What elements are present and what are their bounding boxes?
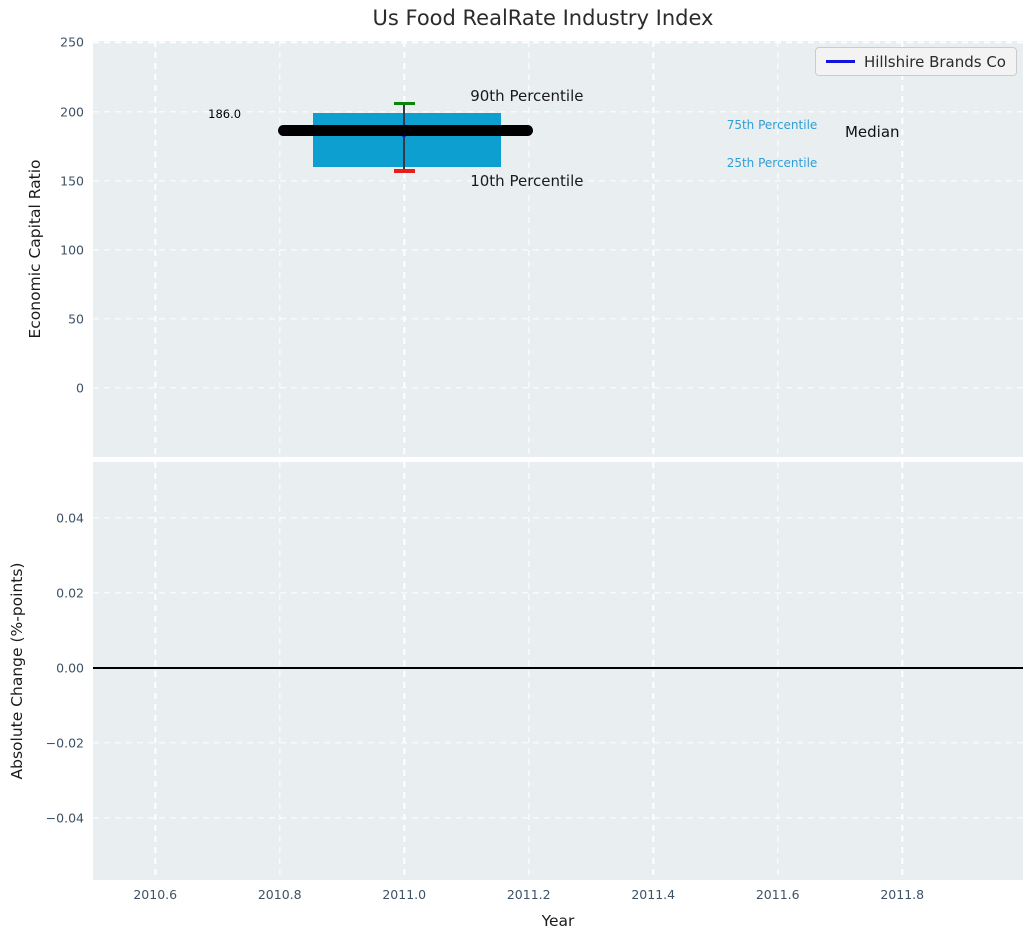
x-tick-label: 2011.6 (755, 887, 800, 902)
x-tick-label: 2010.6 (133, 887, 178, 902)
y-gridline (93, 742, 1023, 744)
top-y-axis-label: Economic Capital Ratio (26, 159, 44, 339)
y-tick-label: 100 (60, 242, 84, 258)
legend: Hillshire Brands Co (814, 47, 1017, 76)
annotation: 90th Percentile (470, 87, 584, 106)
x-gridline (279, 462, 281, 880)
x-gridline (528, 462, 530, 880)
y-gridline (93, 387, 1023, 389)
annotation: 10th Percentile (470, 171, 584, 190)
y-tick-label: 0.00 (56, 660, 84, 676)
x-tick-label: 2011.0 (382, 887, 427, 902)
p90-cap (393, 101, 415, 105)
y-gridline (93, 110, 1023, 113)
zero-line (93, 667, 1023, 669)
x-gridline (279, 41, 281, 457)
y-tick-label: 200 (60, 104, 84, 120)
y-tick-label: 50 (68, 311, 84, 327)
y-tick-label: 0 (76, 380, 84, 396)
x-gridline (777, 462, 779, 880)
chart-title: Us Food RealRate Industry Index (372, 6, 714, 30)
annotation: 186.0 (208, 106, 242, 121)
y-gridline (93, 318, 1023, 320)
y-gridline (93, 592, 1023, 594)
bottom-y-axis-label: Absolute Change (%-points) (8, 562, 26, 780)
annotation: 25th Percentile (726, 156, 818, 171)
x-tick-label: 2011.2 (506, 887, 551, 902)
x-gridline (901, 41, 903, 457)
x-gridline (652, 462, 654, 880)
y-tick-label: 0.04 (56, 510, 84, 526)
y-tick-label: −0.04 (45, 810, 84, 826)
x-tick-label: 2011.4 (631, 887, 676, 902)
y-gridline (93, 817, 1023, 819)
x-gridline (777, 41, 779, 457)
x-gridline (528, 41, 530, 457)
y-gridline (93, 517, 1023, 519)
x-gridline (901, 462, 903, 880)
y-tick-label: 0.02 (56, 585, 84, 601)
bottom-plot-area: 0.04 0.02 0.00 −0.02 −0.04 2010.6 2010.8 2011.0… (46, 462, 1023, 902)
top-plot-area: Hillshire Brands Co 0 50 100 150 200 250 186.0… (60, 35, 1023, 457)
x-tick-label: 2011.8 (880, 887, 925, 902)
x-tick-label: 2010.8 (257, 887, 302, 902)
iqr-box (312, 112, 501, 167)
p10-cap (393, 169, 415, 173)
y-tick-label: −0.02 (45, 735, 84, 751)
legend-line-sample (825, 60, 855, 63)
x-gridline (403, 462, 405, 880)
x-gridline (154, 462, 156, 880)
median-line (277, 125, 534, 137)
y-gridline (93, 41, 1023, 44)
legend-label: Hillshire Brands Co (863, 52, 1006, 71)
x-axis-label: Year (541, 912, 575, 930)
y-gridline (93, 180, 1023, 182)
annotation: 75th Percentile (726, 117, 818, 132)
y-gridline (93, 249, 1023, 251)
y-tick-label: 250 (60, 34, 84, 50)
annotation: Median (844, 123, 900, 142)
y-tick-label: 150 (60, 173, 84, 189)
x-gridline (154, 41, 156, 457)
x-gridline (652, 41, 654, 457)
x-gridline (403, 41, 405, 457)
